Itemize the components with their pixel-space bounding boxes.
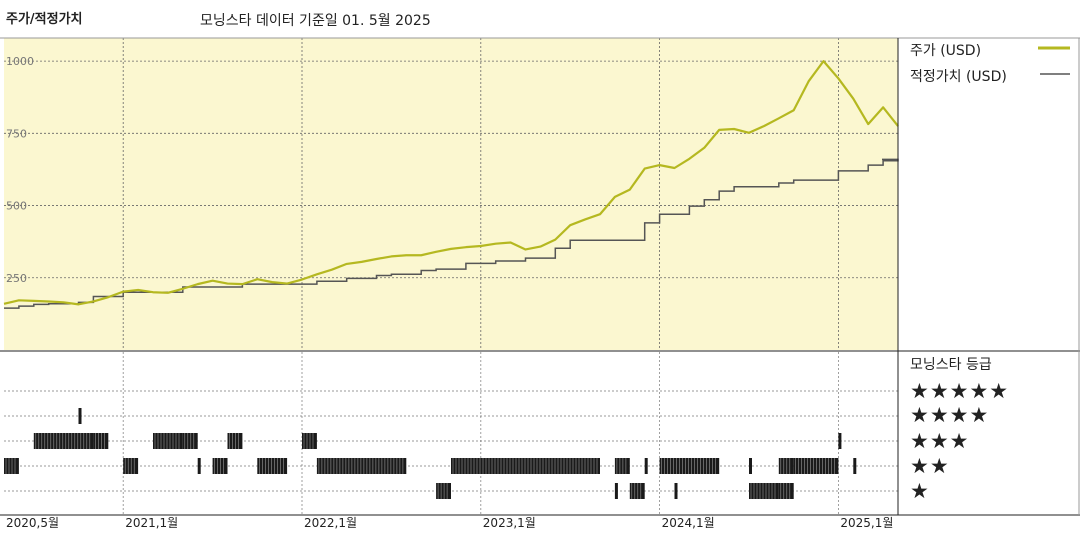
rating-bar <box>227 433 243 449</box>
data-date-subtitle: 모닝스타 데이터 기준일 01. 5월 2025 <box>200 13 431 29</box>
legend-fair-value-label: 적정가치 (USD) <box>910 69 1007 85</box>
rating-bar-fill <box>33 433 94 449</box>
rating-bar <box>853 458 857 474</box>
four-star-label: ★★★★ <box>910 403 990 427</box>
y-tick-label: 500 <box>6 200 27 213</box>
rating-bar-fill <box>197 458 201 474</box>
y-tick-label: 750 <box>6 127 27 140</box>
rating-bar <box>123 458 139 474</box>
rating-bar <box>316 458 407 474</box>
rating-bar-fill <box>749 483 779 499</box>
rating-bar <box>4 458 19 474</box>
rating-bar <box>451 458 600 474</box>
rating-bar-fill <box>853 458 857 474</box>
rating-bar <box>78 408 82 424</box>
rating-bar <box>659 458 720 474</box>
one-star-label: ★ <box>910 479 930 503</box>
rating-bar <box>257 458 288 474</box>
price-plot-area <box>4 38 898 350</box>
rating-bar-fill <box>153 433 183 449</box>
rating-bar <box>838 433 842 449</box>
rating-bar <box>749 458 752 474</box>
x-tick-label: 2020,5월 <box>6 516 59 530</box>
price-line <box>3 60 899 306</box>
rating-bar <box>153 433 183 449</box>
rating-bar <box>33 433 94 449</box>
two-star-label: ★★ <box>910 454 950 478</box>
chart-frame <box>0 37 1080 516</box>
rating-bar-fill <box>644 458 648 474</box>
rating-bar <box>436 483 451 499</box>
rating-bar-fill <box>78 408 82 424</box>
x-tick-label: 2025,1월 <box>840 516 893 530</box>
chart-title: 주가/적정가치 <box>6 12 83 27</box>
rating-bar <box>614 458 630 474</box>
rating-bar-fill <box>316 458 407 474</box>
rating-bar <box>302 433 317 449</box>
y-axis-ticks: 25050075010000 <box>6 55 34 367</box>
x-tick-label: 2022,1월 <box>304 516 357 530</box>
rating-bar-fill <box>749 458 752 474</box>
rating-bar-fill <box>674 483 678 499</box>
y-tick-label: 250 <box>6 272 27 285</box>
rating-bar <box>793 458 839 474</box>
rating-bar <box>629 483 645 499</box>
rating-history-bars <box>4 408 857 499</box>
rating-bar <box>778 458 794 474</box>
rating-bar <box>614 483 618 499</box>
fair-value-line <box>4 158 899 309</box>
rating-bar <box>749 483 779 499</box>
rating-bar-fill <box>451 458 600 474</box>
rating-bar <box>93 433 109 449</box>
rating-bar <box>182 433 198 449</box>
rating-bar-fill <box>257 458 288 474</box>
rating-bar <box>644 458 648 474</box>
three-star-label: ★★★ <box>910 429 970 453</box>
x-tick-label: 2024,1월 <box>662 516 715 530</box>
rating-bar <box>212 458 228 474</box>
rating-panel-title: 모닝스타 등급 <box>910 357 992 373</box>
x-tick-label: 2023,1월 <box>483 516 536 530</box>
rating-bar <box>674 483 678 499</box>
five-star-label: ★★★★★ <box>910 379 1010 403</box>
legend-price-label: 주가 (USD) <box>910 43 982 59</box>
rating-bar <box>778 483 794 499</box>
rating-bar-fill <box>659 458 720 474</box>
y-tick-label: 1000 <box>6 55 34 68</box>
rating-bar-fill <box>614 483 618 499</box>
x-tick-label: 2021,1월 <box>125 516 178 530</box>
x-axis-ticks: 2020,5월 2021,1월 2022,1월 2023,1월 2024,1월 2025,… <box>6 516 893 530</box>
rating-bar-fill <box>838 433 842 449</box>
price-grid <box>4 38 898 350</box>
rating-bar <box>197 458 201 474</box>
